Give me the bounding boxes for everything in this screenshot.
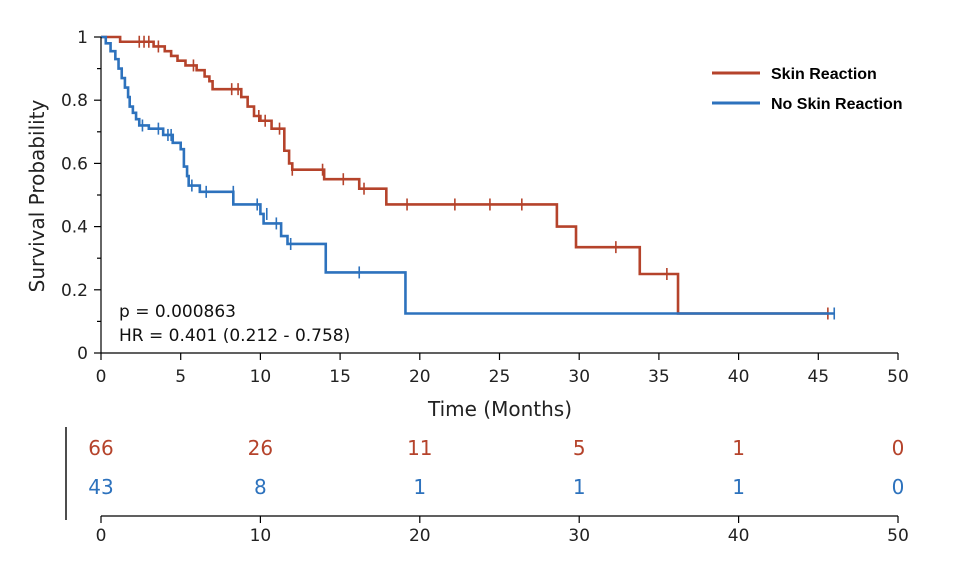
risk-count-no-skin-reaction: 1 (732, 475, 745, 499)
risk-count-skin-reaction: 0 (892, 436, 905, 460)
risk-count-skin-reaction: 26 (248, 436, 273, 460)
x-tick-label: 0 (96, 367, 107, 387)
x-tick-label: 50 (887, 367, 909, 387)
survival-curve-no-skin-reaction (101, 35, 835, 315)
risk-count-no-skin-reaction: 43 (88, 475, 113, 499)
x-tick-label: 20 (409, 367, 431, 387)
x-tick-label: 15 (329, 367, 351, 387)
risk-count-skin-reaction: 5 (573, 436, 586, 460)
x-tick-label: 5 (175, 367, 186, 387)
hazard-ratio-label: HR = 0.401 (0.212 - 0.758) (119, 326, 350, 346)
statistics-annotation: p = 0.000863 HR = 0.401 (0.212 - 0.758) (119, 302, 350, 346)
y-tick-label: 1 (77, 28, 88, 48)
x-tick-label: 35 (648, 367, 670, 387)
risk-count-skin-reaction: 11 (407, 436, 432, 460)
risk-x-tick-label: 0 (96, 526, 107, 546)
axes: 00.20.40.60.810 5 10 15 20 25 30 35 40 45 50 (61, 28, 909, 387)
x-axis-title: Time (Months) (427, 397, 572, 421)
risk-count-no-skin-reaction: 1 (573, 475, 586, 499)
risk-x-tick-label: 40 (728, 526, 750, 546)
risk-count-skin-reaction: 66 (88, 436, 113, 460)
risk-x-tick-label: 10 (250, 526, 272, 546)
p-value-label: p = 0.000863 (119, 302, 236, 322)
survival-curve-skin-reaction (101, 35, 828, 315)
risk-count-skin-reaction: 1 (732, 436, 745, 460)
x-tick-label: 30 (568, 367, 590, 387)
x-tick-label: 40 (728, 367, 750, 387)
x-tick-label: 10 (250, 367, 272, 387)
risk-count-no-skin-reaction: 8 (254, 475, 267, 499)
y-tick-label: 0.2 (61, 281, 88, 301)
legend-label-no-skin-reaction: No Skin Reaction (771, 96, 903, 113)
y-tick-label: 0 (77, 344, 88, 364)
legend: Skin Reaction No Skin Reaction (712, 66, 903, 113)
y-axis-title: Survival Probability (25, 99, 49, 292)
risk-x-tick-label: 20 (409, 526, 431, 546)
y-tick-label: 0.4 (61, 218, 88, 238)
risk-count-no-skin-reaction: 1 (413, 475, 426, 499)
plot-area (101, 35, 836, 320)
y-tick-label: 0.6 (61, 154, 88, 174)
legend-label-skin-reaction: Skin Reaction (771, 66, 877, 83)
risk-x-tick-label: 50 (887, 526, 909, 546)
x-tick-label: 45 (807, 367, 829, 387)
x-tick-label: 25 (489, 367, 511, 387)
risk-count-no-skin-reaction: 0 (892, 475, 905, 499)
risk-x-tick-label: 30 (568, 526, 590, 546)
y-tick-label: 0.8 (61, 91, 88, 111)
